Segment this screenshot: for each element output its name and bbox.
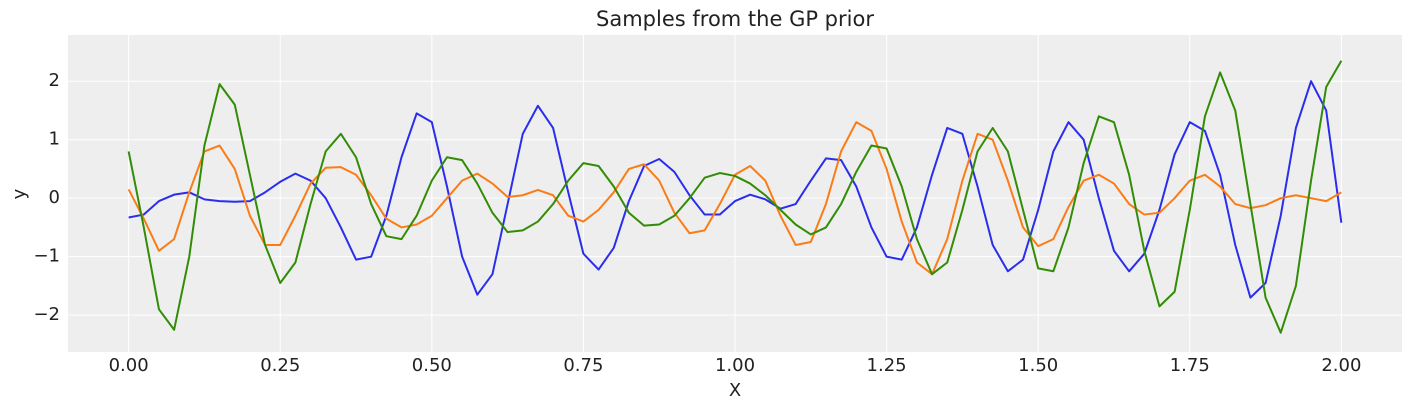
x-tick-label: 2.00 [1321,355,1361,376]
chart-title: Samples from the GP prior [596,7,874,31]
y-tick-label: 1 [49,129,60,150]
y-axis-label: y [9,188,30,199]
x-tick-label: 1.25 [867,355,907,376]
series-line [127,60,1343,334]
x-tick-label: 0.50 [412,355,452,376]
x-axis-label: X [729,380,741,401]
x-tick-label: 0.25 [260,355,300,376]
x-tick-label: 0.00 [109,355,149,376]
series-line [128,80,1343,299]
y-tick-label: 0 [49,187,60,208]
x-tick-label: 0.75 [563,355,603,376]
y-tick-label: −2 [33,304,60,325]
y-tick-label: 2 [49,70,60,91]
x-tick-label: 1.50 [1018,355,1058,376]
x-tick-label: 1.75 [1170,355,1210,376]
x-tick-label: 1.00 [715,355,755,376]
y-tick-label: −1 [33,246,60,267]
series-line [127,121,1342,276]
